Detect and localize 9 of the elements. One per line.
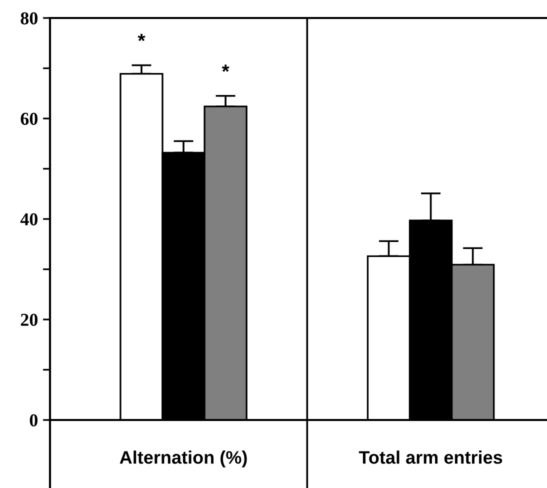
data-label: *: [138, 34, 146, 42]
y-tick-label: 80: [20, 12, 38, 24]
y-tick-label: 0: [30, 414, 38, 426]
x-tick-label: Total arm entries: [358, 450, 502, 464]
y-tick-label: 40: [20, 213, 38, 226]
data-label: *: [222, 64, 230, 72]
y-tick-label: 60: [20, 112, 38, 125]
x-tick-label: Alternation (%): [120, 450, 247, 468]
y-tick-label: 20: [20, 314, 38, 326]
